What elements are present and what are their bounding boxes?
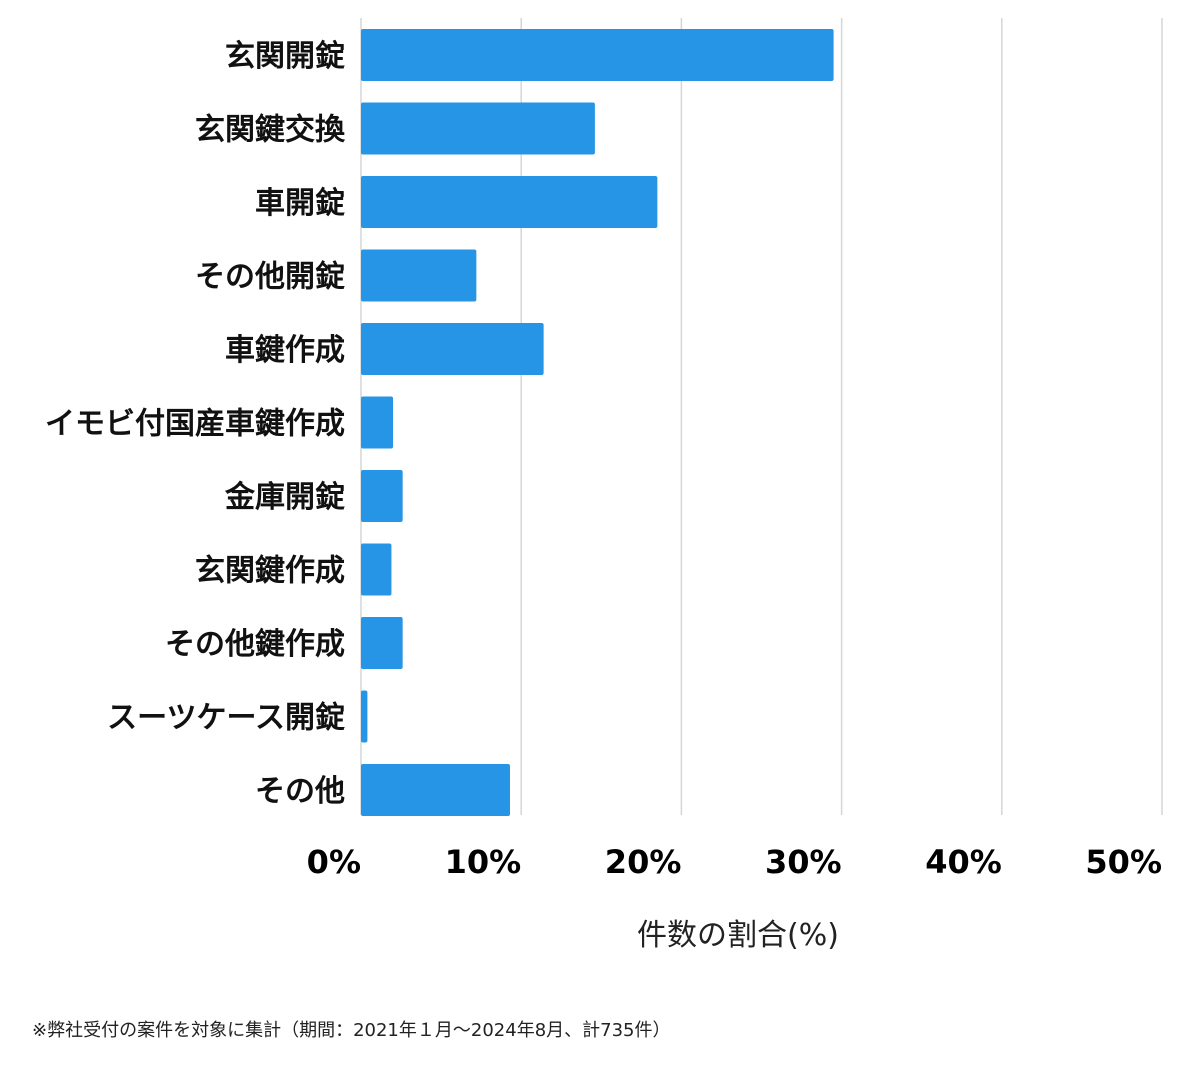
category-label: 玄関鍵交換 (195, 113, 346, 148)
category-label: イモビ付国産車鍵作成 (45, 407, 345, 442)
x-tick-label: 40% (925, 843, 1002, 881)
x-tick-label: 0% (307, 843, 361, 881)
category-label: 車開錠 (255, 186, 345, 221)
category-labels: 玄関開錠玄関鍵交換車開錠その他開錠車鍵作成イモビ付国産車鍵作成金庫開錠玄関鍵作成… (45, 39, 346, 809)
category-label: スーツケース開錠 (107, 701, 345, 736)
bar (361, 543, 392, 596)
x-tick-label: 20% (605, 843, 682, 881)
bar (361, 102, 595, 155)
bar (361, 470, 403, 522)
category-label: その他鍵作成 (165, 627, 345, 662)
category-label: その他開錠 (195, 260, 345, 295)
category-label: 金庫開錠 (224, 480, 345, 515)
x-tick-label: 10% (445, 843, 522, 881)
x-tick-label: 30% (765, 843, 842, 881)
bar-chart: 玄関開錠玄関鍵交換車開錠その他開錠車鍵作成イモビ付国産車鍵作成金庫開錠玄関鍵作成… (45, 18, 1163, 953)
x-axis-title: 件数の割合(%) (637, 918, 839, 953)
category-label: その他 (255, 774, 345, 809)
category-label: 車鍵作成 (225, 333, 345, 368)
footnote: ※弊社受付の案件を対象に集計（期間：2021年１月〜2024年8月、計735件） (32, 1020, 671, 1041)
bar (361, 617, 403, 669)
bar (361, 396, 394, 449)
bar (361, 690, 368, 743)
bar (361, 176, 658, 228)
bar (361, 249, 477, 302)
bar (361, 764, 510, 816)
bar (361, 29, 834, 81)
x-tick-labels: 0% 10% 20% 30% 40% 50% (307, 843, 1162, 881)
category-label: 玄関鍵作成 (195, 554, 345, 589)
x-tick-label: 50% (1085, 843, 1162, 881)
bar (361, 323, 544, 375)
category-label: 玄関開錠 (225, 39, 345, 74)
bars (361, 29, 834, 816)
